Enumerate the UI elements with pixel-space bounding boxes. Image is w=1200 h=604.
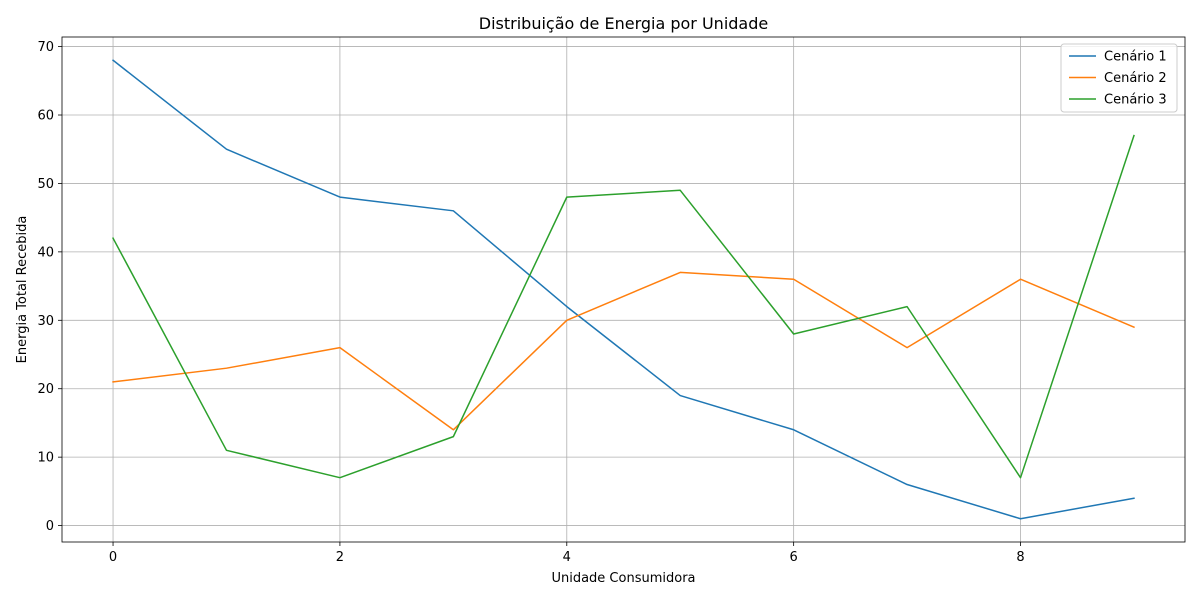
y-tick-label: 60: [37, 109, 54, 124]
y-tick-label: 30: [37, 314, 54, 329]
y-tick-label: 50: [37, 177, 54, 192]
series-layer: [111, 59, 1135, 520]
y-tick-label: 0: [46, 519, 54, 534]
series-line-2: [112, 271, 1135, 431]
axes-layer: [61, 36, 1186, 543]
x-tick-label: 0: [109, 550, 117, 565]
y-tick-label: 20: [37, 382, 54, 397]
series-line-3: [112, 134, 1135, 479]
legend-label-1: Cenário 1: [1104, 50, 1167, 65]
ticks-layer: 0 2 4 6 8 0 10 20 30 40 50 60 70: [37, 40, 1024, 565]
plot-frame: [61, 36, 1186, 543]
y-tick-label: 70: [37, 40, 54, 55]
legend-box: [1060, 43, 1178, 113]
legend-label-2: Cenário 2: [1104, 71, 1167, 86]
y-tick-label: 10: [37, 451, 54, 466]
legend: Cenário 1 Cenário 2 Cenário 3: [1060, 43, 1178, 113]
x-tick-label: 6: [790, 550, 798, 565]
x-tick-label: 2: [336, 550, 344, 565]
series-line-1: [111, 59, 1135, 520]
chart-title: Distribuição de Energia por Unidade: [479, 14, 768, 33]
legend-label-3: Cenário 3: [1104, 93, 1167, 108]
grid-layer: [62, 37, 1185, 542]
x-axis-label: Unidade Consumidora: [551, 571, 695, 586]
y-tick-label: 40: [37, 245, 54, 260]
x-tick-label: 8: [1016, 550, 1024, 565]
x-tick-label: 4: [563, 550, 571, 565]
y-axis-label: Energia Total Recebida: [15, 216, 30, 364]
